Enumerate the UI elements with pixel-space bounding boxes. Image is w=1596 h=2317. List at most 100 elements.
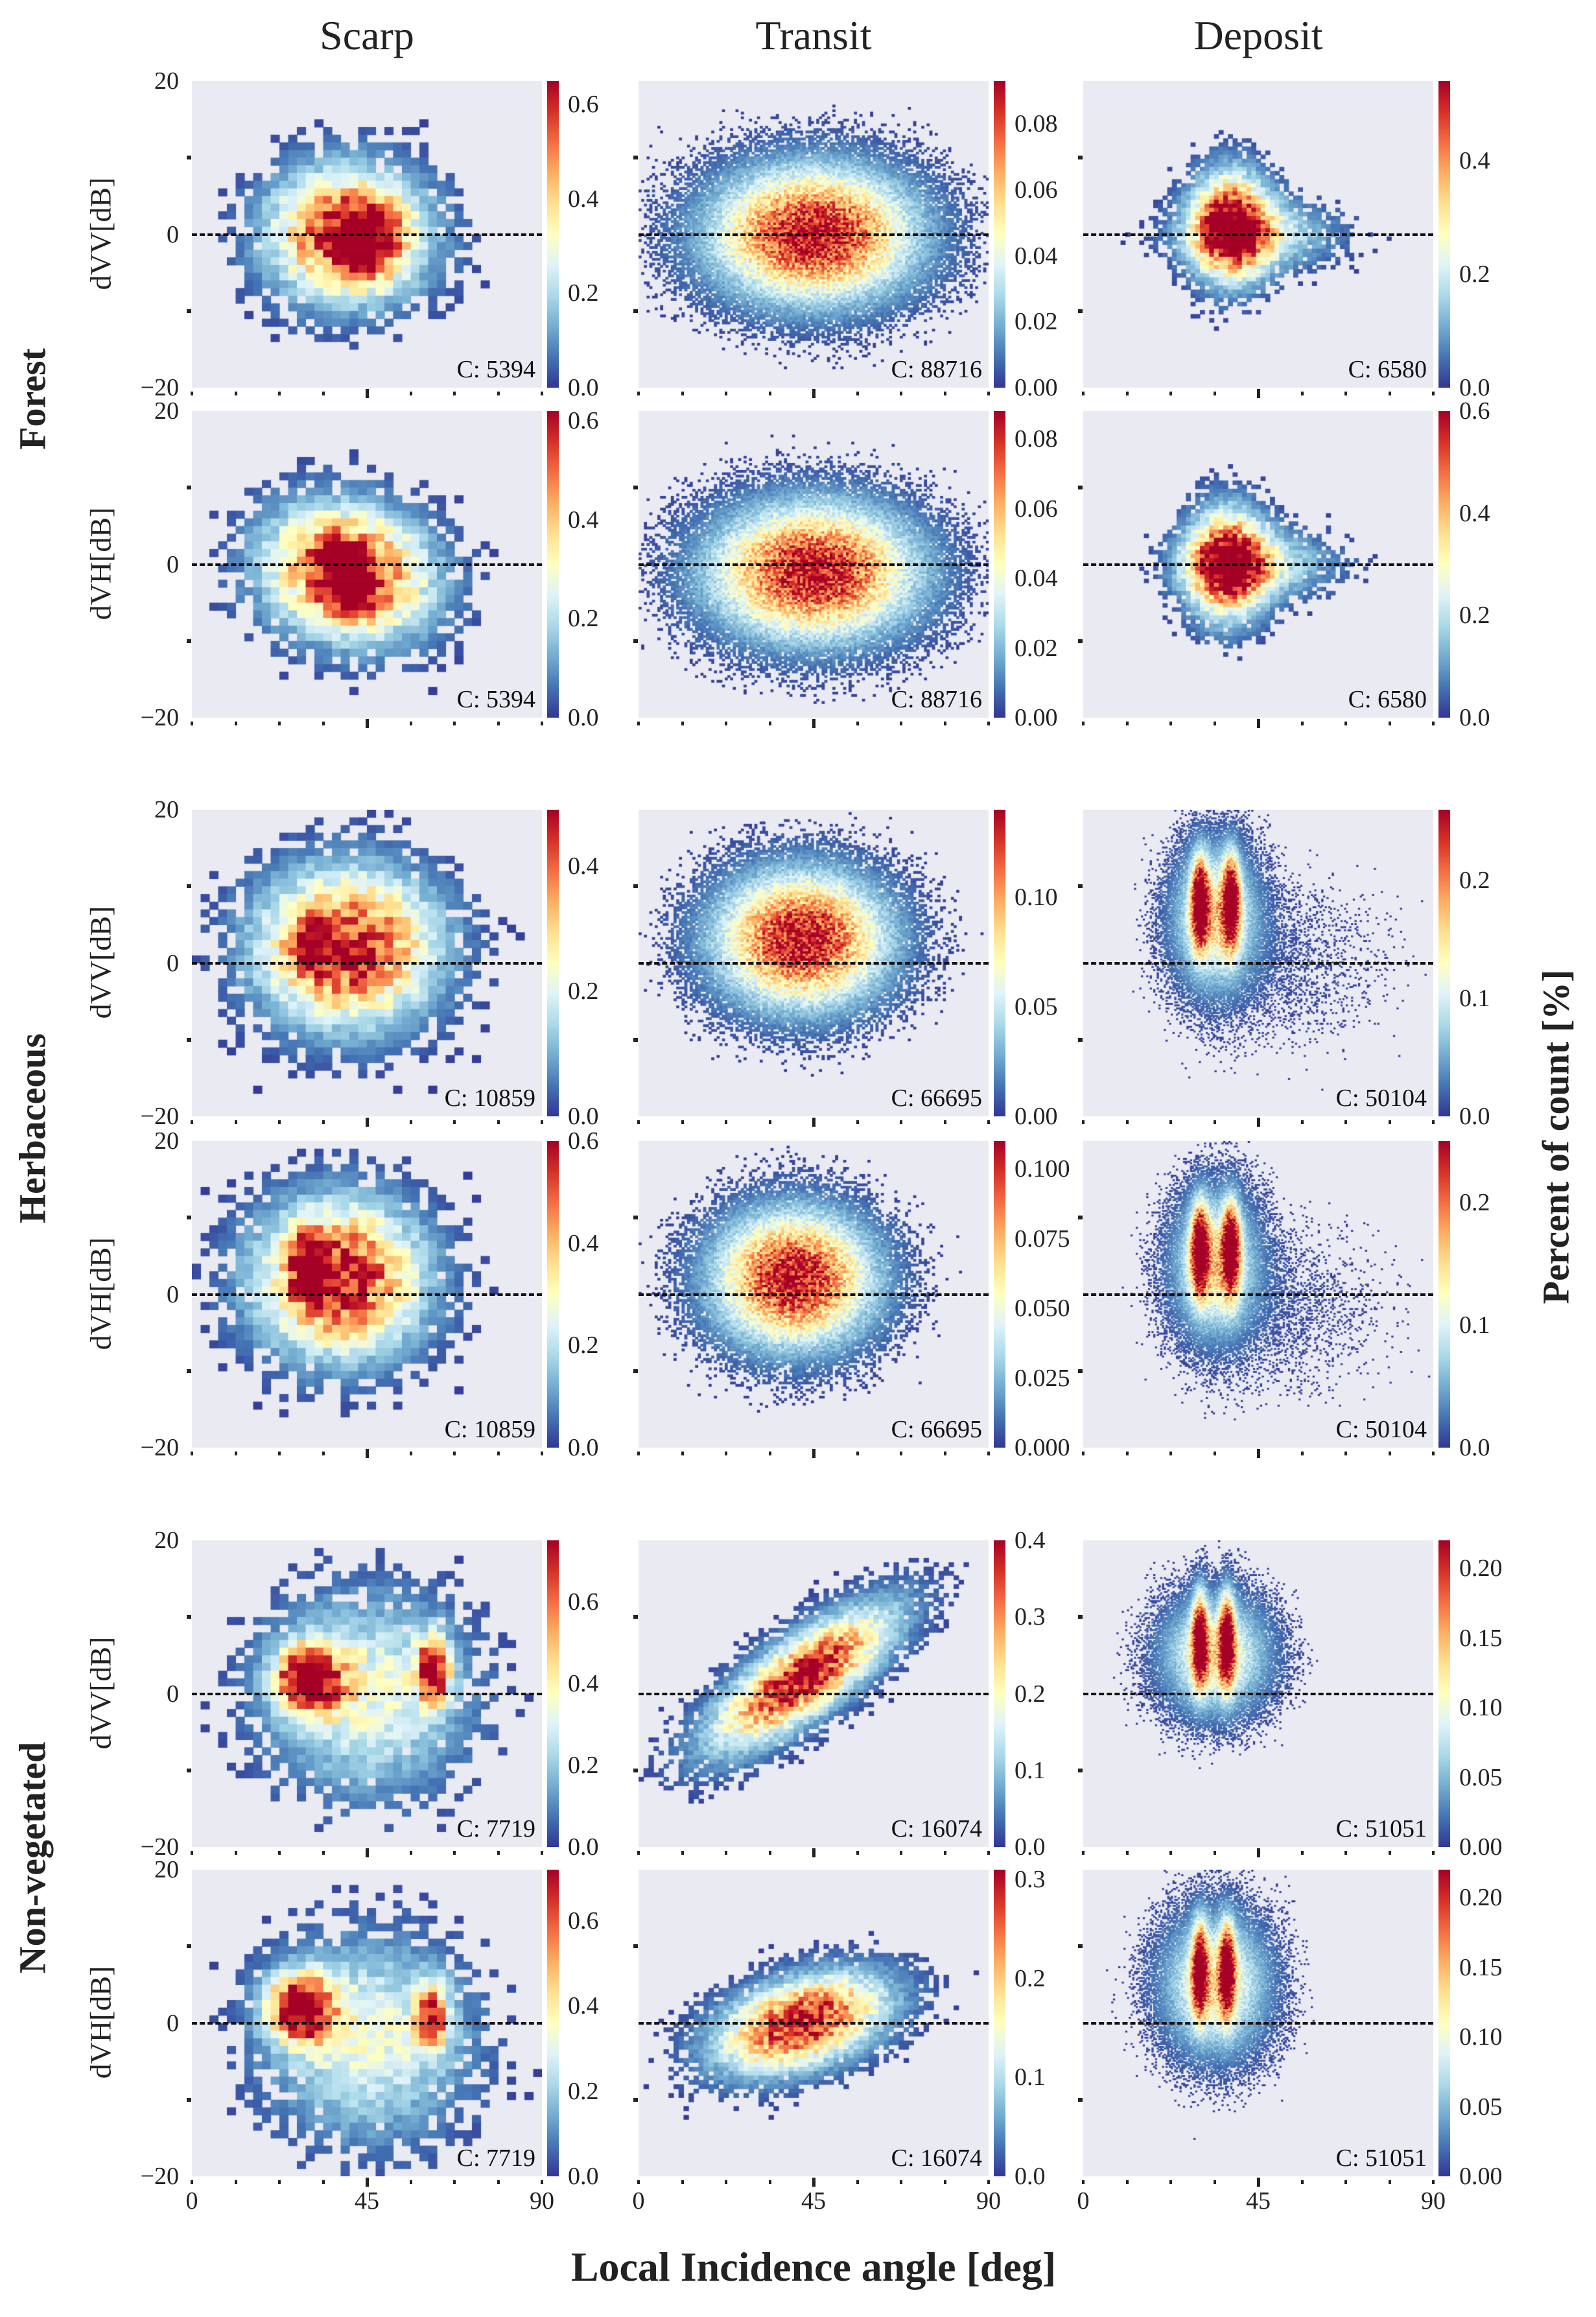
x-tick [1344,1120,1347,1124]
colorbar [1438,810,1450,1116]
x-tick [1344,1851,1347,1855]
x-tick [1082,1120,1085,1124]
x-tick [322,1452,325,1455]
y-tick-label: 0 [167,2009,179,2037]
x-tick [637,722,640,725]
x-tick [1300,1851,1304,1855]
count-label: C: 6580 [1348,356,1427,383]
colorbar-tick-label: 0.6 [568,407,599,435]
colorbar [547,1141,559,1448]
colorbar-tick-label: 0.15 [1459,1624,1503,1652]
count-label: C: 5394 [456,686,535,713]
heatmap-panel: C: 5394 [192,411,542,718]
y-axis-label: dVH[dB] [84,1966,117,2078]
x-tick [1082,2180,1085,2184]
colorbar-tick-label: 0.2 [1459,867,1490,895]
x-tick-label: 90 [976,2187,1001,2215]
x-tick [191,1120,193,1124]
colorbar-tick-label: 0.20 [1459,1555,1503,1582]
x-tick-label: 45 [355,2187,379,2215]
y-axis-label: dVV[dB] [84,177,117,290]
x-tick [637,1452,640,1455]
x-tick [497,1120,500,1124]
zero-reference-line [1083,2021,1433,2025]
x-tick [1432,722,1435,725]
x-axis-label: Local Incidence angle [deg] [570,2244,1057,2290]
colorbar-tick-label: 0.1 [1459,985,1490,1013]
colorbar-tick-label: 0.2 [1459,1188,1490,1216]
x-tick [322,722,325,725]
x-tick [856,1452,859,1455]
x-tick [453,1120,456,1124]
colorbar-tick-label: 0.05 [1459,1763,1503,1791]
colorbar [994,411,1005,718]
x-tick [768,2180,771,2184]
x-tick [1344,722,1347,725]
x-tick-label: 45 [801,2187,826,2215]
x-tick [322,392,325,395]
x-tick [409,392,412,395]
x-tick [637,2180,640,2184]
x-tick [768,722,771,725]
heatmap-panel: C: 10859 [192,1141,542,1448]
x-tick [637,392,640,395]
colorbar-tick-label: 0.3 [1015,1603,1046,1631]
x-tick [943,392,946,395]
x-tick [987,1120,990,1124]
y-minor-tick [1078,309,1083,313]
x-tick [1388,1452,1391,1455]
x-tick [366,719,369,728]
y-minor-tick [633,1216,638,1220]
zero-reference-line [639,2021,989,2025]
x-tick [1388,1851,1391,1855]
y-tick-label: −20 [140,1833,179,1861]
x-tick [900,722,902,725]
x-tick [1257,389,1260,398]
y-tick-label: 20 [154,397,179,425]
x-tick [278,1120,281,1124]
x-tick [812,1449,816,1458]
x-tick [191,392,193,395]
x-tick [234,2180,237,2184]
y-minor-tick [1078,1216,1083,1220]
colorbar-tick-label: 0.0 [1459,704,1490,731]
colorbar-tick-label: 0.20 [1459,1884,1503,1911]
x-tick [987,2180,990,2184]
heatmap-panel: C: 88716 [639,81,989,388]
y-minor-tick [187,156,191,160]
x-tick [453,1452,456,1455]
y-minor-tick [633,639,638,643]
colorbar [1438,81,1450,388]
heatmap-panel: C: 10859 [192,810,542,1116]
x-tick-label: 0 [185,2187,198,2215]
colorbar-tick-label: 0.2 [1459,602,1490,629]
colorbar-tick-label: 0.6 [568,1588,599,1616]
column-title-2: Deposit [1193,12,1323,58]
x-tick [900,1120,902,1124]
x-tick [725,1851,727,1855]
x-tick [278,722,281,725]
x-tick [681,722,684,725]
y-tick-label: 20 [154,796,179,823]
x-tick [1213,1851,1216,1855]
x-tick [856,2180,859,2184]
heatmap-panel: C: 66695 [639,1141,989,1448]
x-tick [1432,1851,1435,1855]
colorbar-tick-label: 0.100 [1015,1155,1070,1182]
y-minor-tick [633,1037,638,1042]
y-minor-tick [187,1216,191,1220]
colorbar-tick-label: 0.025 [1015,1364,1070,1392]
colorbar-tick-label: 0.0 [1015,1833,1046,1861]
x-tick [541,1851,543,1855]
x-tick [637,1120,640,1124]
x-tick [1300,2180,1304,2184]
colorbar-tick-label: 0.3 [1015,1866,1046,1894]
x-tick [497,392,500,395]
x-tick [1432,392,1435,395]
colorbar-tick-label: 0.10 [1459,1694,1503,1721]
x-tick [1169,1452,1172,1455]
x-tick [1169,1120,1172,1124]
y-tick-label: −20 [140,704,179,731]
y-minor-tick [633,486,638,490]
y-tick-label: 0 [167,949,179,977]
